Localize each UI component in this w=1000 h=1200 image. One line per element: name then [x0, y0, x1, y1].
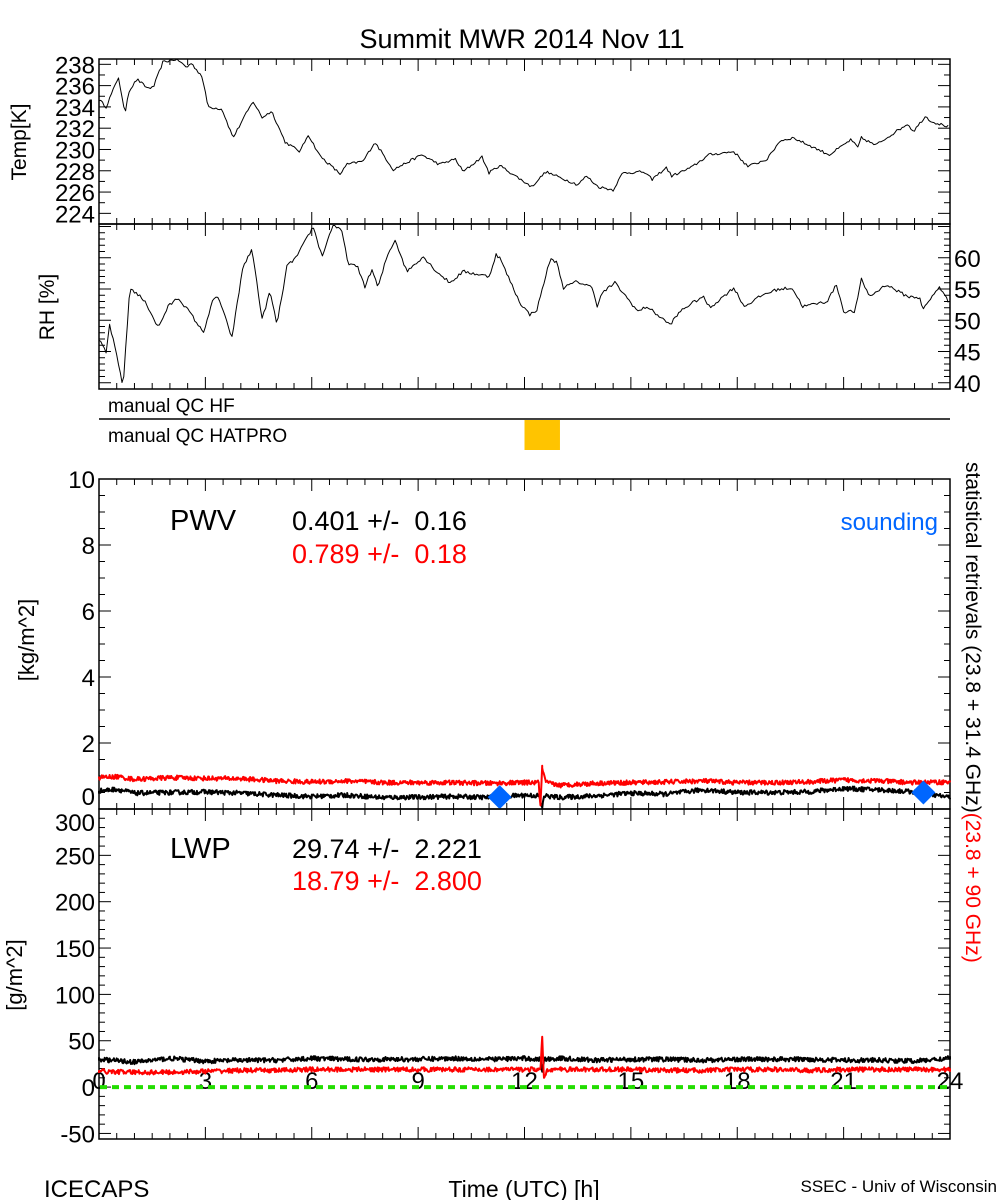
y-tick-label: 200 — [55, 890, 95, 917]
pwv-ylabel: [kg/m^2] — [14, 599, 39, 681]
pwv-series-black — [98, 785, 951, 810]
temp-ylabel: Temp[K] — [8, 103, 31, 180]
x-axis-label: Time (UTC) [h] — [448, 1176, 599, 1200]
y-tick-label: 238 — [55, 52, 95, 79]
y-tick-label: 50 — [954, 308, 981, 335]
y-tick-label: 6 — [82, 599, 95, 626]
y-tick-label: 0 — [82, 784, 95, 811]
y-tick-label: 60 — [954, 246, 981, 273]
y-tick-label: 45 — [954, 340, 981, 367]
y-tick-label: 40 — [954, 371, 981, 398]
y-tick-label: 232 — [55, 116, 95, 143]
sounding-legend: sounding — [841, 509, 938, 536]
right-label-red: (23.8 + 90 GHz) — [961, 813, 984, 963]
temperature-series-main — [98, 58, 949, 192]
y-tick-label: 236 — [55, 74, 95, 101]
lwp-annotation-main: 29.74 +/- 2.221 — [292, 834, 482, 864]
y-tick-label: 8 — [82, 533, 95, 560]
relative-humidity-series-main — [98, 225, 949, 383]
lwp-series-red — [98, 1035, 951, 1079]
x-tick-label: 21 — [830, 1068, 857, 1095]
lwp-annotation-name: LWP — [170, 833, 231, 865]
right-axis-label: statistical retrievals (23.8 + 31.4 GHz)… — [961, 462, 984, 963]
x-tick-label: 24 — [937, 1068, 964, 1095]
y-tick-label: 224 — [55, 201, 95, 228]
y-tick-label: 0 — [82, 1075, 95, 1102]
footer-left: ICECAPS — [44, 1176, 149, 1200]
x-tick-label: 12 — [511, 1068, 538, 1095]
relative-humidity-panel: 40 45 50 55 60 — [98, 223, 981, 398]
rh-ylabel: RH [%] — [36, 274, 59, 341]
y-tick-label: 150 — [55, 936, 95, 963]
y-tick-label: 250 — [55, 843, 95, 870]
y-tick-label: 10 — [68, 467, 95, 494]
x-tick-label: 18 — [724, 1068, 751, 1095]
y-tick-label: 226 — [55, 180, 95, 207]
y-tick-label: 55 — [954, 277, 981, 304]
y-tick-label: 228 — [55, 159, 95, 186]
temperature-frame — [98, 58, 951, 225]
y-tick-label: 300 — [55, 810, 95, 837]
qc-hf-label: manual QC HF — [108, 396, 235, 417]
right-label-black: statistical retrievals (23.8 + 31.4 GHz) — [961, 462, 984, 813]
lwp-ylabel: [g/m^2] — [2, 939, 27, 1010]
y-tick-label: 230 — [55, 137, 95, 164]
lwp-annotation-alt: 18.79 +/- 2.800 — [292, 866, 482, 896]
pwv-series-red — [98, 764, 951, 807]
y-tick-label: 234 — [55, 95, 95, 122]
qc-hatpro-label: manual QC HATPRO — [108, 426, 287, 447]
y-tick-label: 2 — [82, 731, 95, 758]
y-tick-label: 100 — [55, 982, 95, 1009]
pwv-annotation-main: 0.401 +/- 0.16 — [292, 506, 467, 536]
sounding-marker — [487, 785, 512, 810]
y-tick-label: 50 — [68, 1029, 95, 1056]
relative-humidity-frame — [98, 223, 951, 390]
footer-right: SSEC - Univ of Wisconsin — [801, 1177, 998, 1196]
figure-title: Summit MWR 2014 Nov 11 — [359, 24, 684, 54]
y-tick-label: -50 — [60, 1121, 95, 1148]
plot-marks: 2242262282302322342362384045505560024681… — [55, 52, 981, 1148]
y-tick-label: 4 — [82, 665, 95, 692]
pwv-annotation-name: PWV — [170, 505, 237, 537]
qc-flag-bar — [524, 420, 560, 450]
lwp-series-black — [98, 1055, 951, 1073]
pwv-annotation-alt: 0.789 +/- 0.18 — [292, 539, 467, 569]
sounding-marker — [911, 780, 936, 805]
